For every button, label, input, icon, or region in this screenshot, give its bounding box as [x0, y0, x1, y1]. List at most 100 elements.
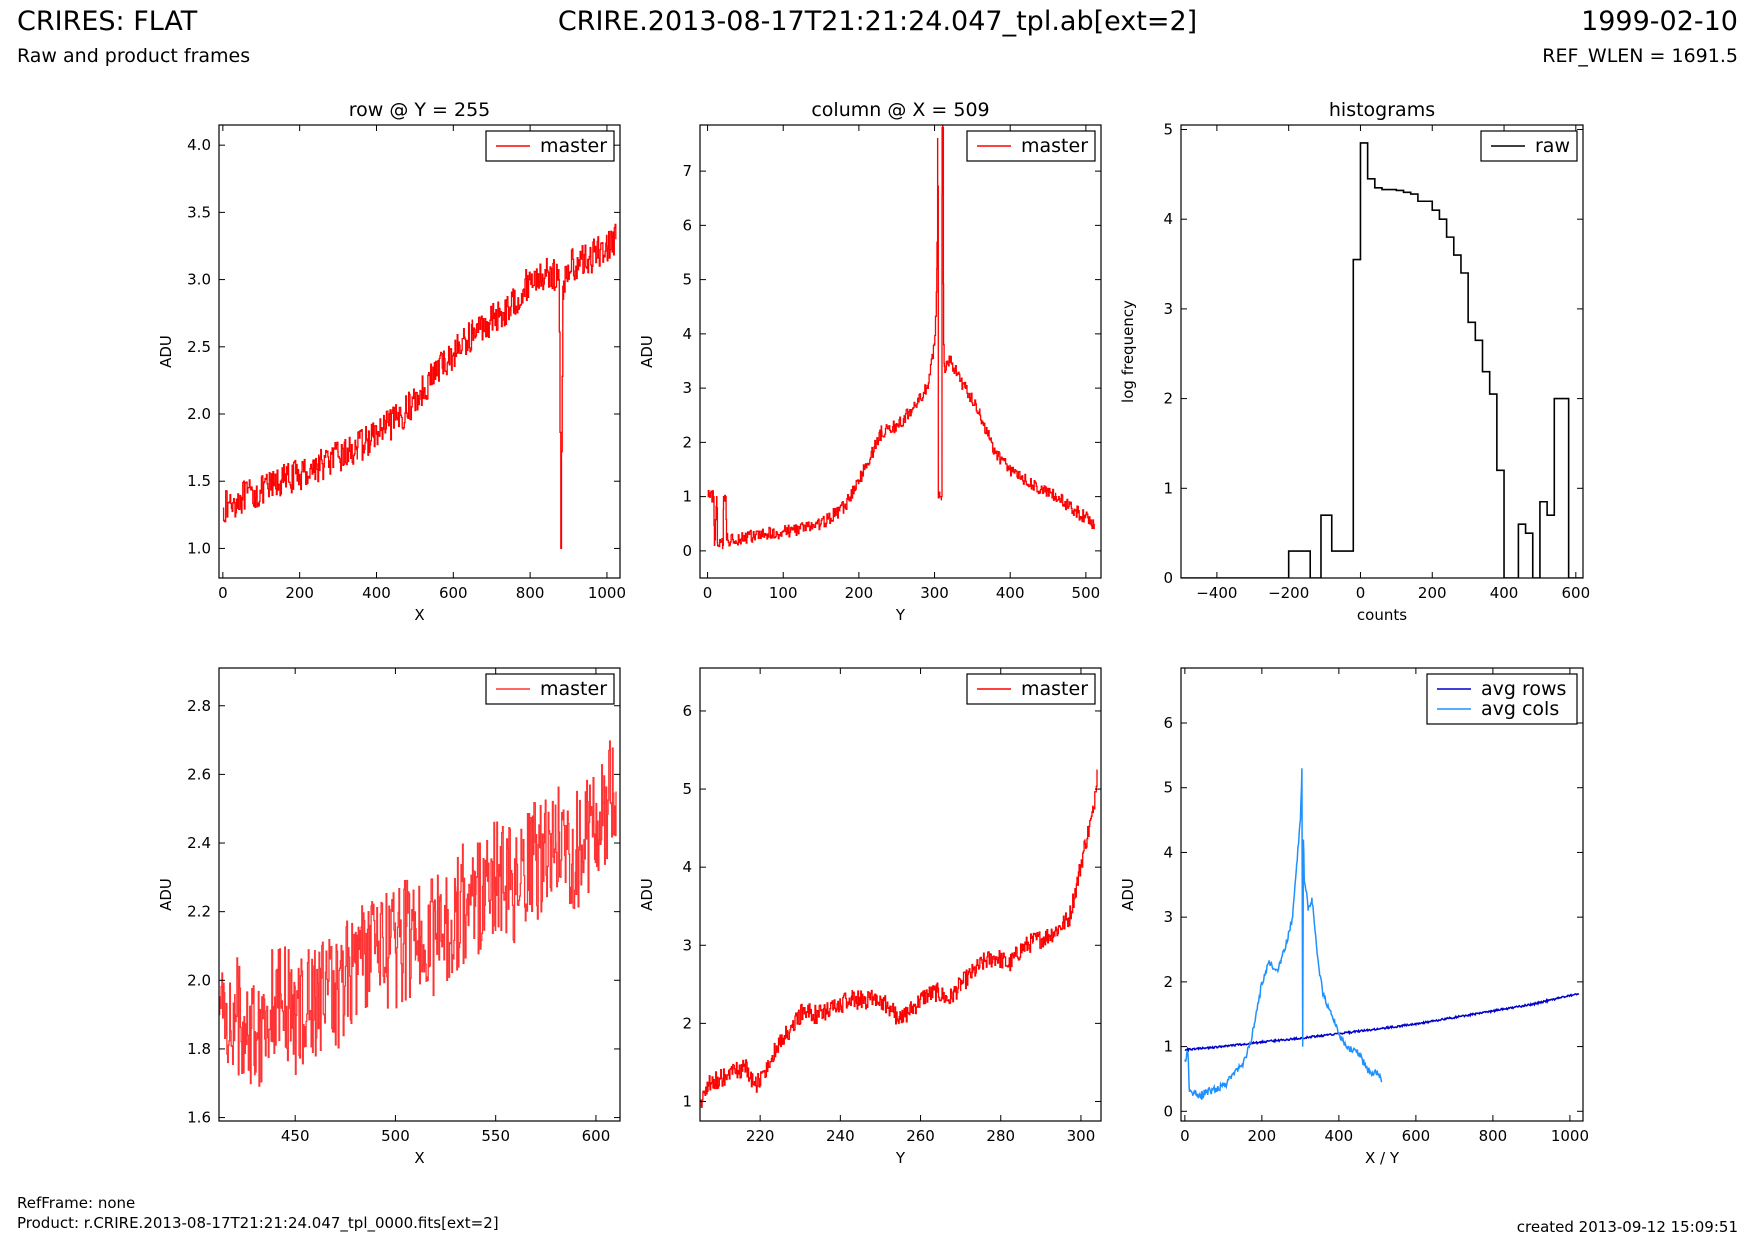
x-tick-label: 200 [1248, 1127, 1277, 1145]
legend-label: master [1021, 135, 1088, 157]
x-tick-label: 200 [285, 584, 314, 602]
x-tick-label: 200 [1418, 584, 1447, 602]
y-tick-label: 6 [682, 702, 692, 720]
y-tick-label: 4 [682, 325, 692, 343]
x-tick-label: 800 [516, 584, 545, 602]
x-tick-label: 0 [218, 584, 228, 602]
x-tick-label: 600 [1562, 584, 1591, 602]
x-tick-label: 800 [1479, 1127, 1508, 1145]
chart-panel-5: 220 240 260 280 300 1 2 3 4 5 6 Y ADU master [638, 667, 1102, 1167]
plot-frame [699, 124, 1102, 579]
plot-frame [1180, 667, 1584, 1122]
legend: master [485, 673, 615, 705]
footer-created: created 2013-09-12 15:09:51 [1516, 1218, 1738, 1236]
legend-box [1426, 673, 1578, 725]
y-tick-label: 4.0 [187, 136, 211, 154]
x-tick-label: 600 [582, 1127, 611, 1145]
x-tick-label: 300 [1067, 1127, 1096, 1145]
y-tick-label: 2.5 [187, 338, 211, 356]
y-tick-label: 4 [1163, 210, 1173, 228]
page-date: 1999-02-10 [1581, 6, 1738, 37]
x-tick-label: 0 [703, 584, 713, 602]
x-tick-label: 240 [826, 1127, 855, 1145]
x-tick-label: 1000 [588, 584, 626, 602]
y-tick-label: 2.6 [187, 765, 211, 783]
y-tick-label: 1.6 [187, 1109, 211, 1127]
series-raw-histogram [1181, 142, 1583, 578]
x-axis-label: X / Y [1365, 1149, 1400, 1167]
y-tick-label: 6 [1163, 714, 1173, 732]
y-tick-label: 5 [682, 780, 692, 798]
x-tick-label: 300 [920, 584, 949, 602]
y-tick-label: 5 [1163, 779, 1173, 797]
x-tick-label: 260 [906, 1127, 935, 1145]
x-tick-label: 600 [1402, 1127, 1431, 1145]
x-tick-label: 0 [1356, 584, 1366, 602]
plot-frame [218, 124, 621, 579]
x-tick-label: 280 [986, 1127, 1015, 1145]
y-tick-label: 2 [682, 433, 692, 451]
y-tick-label: 0 [1163, 1102, 1173, 1120]
series-master-line [222, 223, 617, 550]
chart-panel-3: −400 −200 0 200 400 600 0 1 2 3 4 5 histograms counts… [1119, 99, 1590, 624]
y-tick-label: 2.0 [187, 405, 211, 423]
x-tick-label: 1000 [1551, 1127, 1589, 1145]
footer-product: Product: r.CRIRE.2013-08-17T21:21:24.047… [17, 1214, 499, 1232]
y-tick-label: 5 [682, 271, 692, 289]
y-tick-label: 3.0 [187, 271, 211, 289]
y-tick-label: 3 [1163, 300, 1173, 318]
chart-title: row @ Y = 255 [349, 99, 491, 121]
x-axis-label: X [414, 1149, 424, 1167]
y-tick-label: 6 [682, 216, 692, 234]
x-tick-label: 220 [746, 1127, 775, 1145]
x-tick-label: 600 [439, 584, 468, 602]
x-tick-label: 500 [381, 1127, 410, 1145]
y-axis-label: ADU [638, 335, 656, 368]
y-tick-label: 2.8 [187, 697, 211, 715]
y-tick-label: 1 [1163, 479, 1173, 497]
legend-label: raw [1535, 135, 1570, 157]
y-tick-label: 3 [682, 379, 692, 397]
x-tick-label: −400 [1196, 584, 1237, 602]
y-axis-label: ADU [157, 335, 175, 368]
y-tick-label: 3 [682, 936, 692, 954]
x-tick-label: 450 [281, 1127, 310, 1145]
y-axis-label: log frequency [1119, 300, 1137, 403]
y-tick-label: 2 [682, 1014, 692, 1032]
y-tick-label: 3.5 [187, 203, 211, 221]
legend: master [966, 130, 1096, 162]
x-tick-label: 400 [996, 584, 1025, 602]
y-tick-label: 3 [1163, 908, 1173, 926]
y-tick-label: 2.0 [187, 971, 211, 989]
x-axis-label: Y [895, 606, 906, 624]
y-tick-label: 4 [1163, 843, 1173, 861]
legend: master [485, 130, 615, 162]
x-tick-label: 400 [1490, 584, 1519, 602]
chart-panel-1: 0 200 400 600 800 1000 1.0 1.5 2.0 2.5 3.0 3.5 4.0 ro… [157, 99, 626, 624]
plot-frame [218, 667, 621, 1122]
page-title-center: CRIRE.2013-08-17T21:21:24.047_tpl.ab[ext… [557, 6, 1198, 37]
x-axis-label: counts [1357, 606, 1407, 624]
y-tick-label: 2 [1163, 390, 1173, 408]
legend-label: avg rows [1481, 678, 1566, 700]
y-tick-label: 5 [1163, 120, 1173, 138]
chart-panel-4: 450 500 550 600 1.6 1.8 2.0 2.2 2.4 2.6 2.8 X ADU mas… [157, 667, 621, 1167]
page-ref-wlen: REF_WLEN = 1691.5 [1542, 45, 1738, 67]
series-avg-rows-line [1184, 992, 1580, 1053]
y-tick-label: 1 [682, 488, 692, 506]
legend-label: master [540, 135, 607, 157]
series-master-line [707, 125, 1095, 550]
y-tick-label: 0 [1163, 569, 1173, 587]
x-axis-label: Y [895, 1149, 906, 1167]
x-tick-label: −200 [1268, 584, 1309, 602]
plot-frame [1180, 124, 1584, 579]
chart-panel-6: 0 200 400 600 800 1000 0 1 2 3 4 5 6 X / Y ADU avg rows… [1119, 667, 1589, 1167]
page-title-left: CRIRES: FLAT [17, 6, 198, 37]
y-tick-label: 1.0 [187, 539, 211, 557]
y-tick-label: 1.8 [187, 1040, 211, 1058]
y-tick-label: 1 [1163, 1038, 1173, 1056]
series-master-line [700, 769, 1098, 1108]
y-tick-label: 0 [682, 542, 692, 560]
series-master-line [219, 740, 617, 1087]
